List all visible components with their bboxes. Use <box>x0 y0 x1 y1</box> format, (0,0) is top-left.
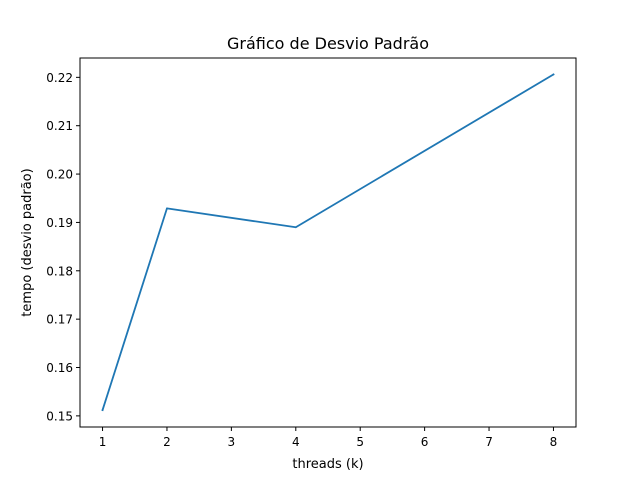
data-point <box>294 226 297 229</box>
data-point <box>552 73 555 76</box>
data-point <box>166 207 168 210</box>
y-tick-label: 0.22 <box>46 71 73 85</box>
y-tick-label: 0.21 <box>46 119 73 133</box>
y-tick-label: 0.15 <box>46 409 73 423</box>
chart-title: Gráfico de Desvio Padrão <box>227 34 429 53</box>
x-tick-label: 2 <box>163 435 171 449</box>
y-axis-ticks: 0.15 0.16 0.17 0.18 0.19 0.20 0.21 0.22 <box>46 71 80 423</box>
y-tick-label: 0.17 <box>46 313 73 327</box>
y-tick-label: 0.18 <box>46 264 73 278</box>
y-tick-label: 0.19 <box>46 216 73 230</box>
y-axis-label: tempo (desvio padrão) <box>20 168 35 316</box>
y-tick-label: 0.20 <box>46 168 73 182</box>
plot-frame <box>79 57 577 428</box>
x-tick-label: 8 <box>550 435 558 449</box>
x-axis-label: threads (k) <box>292 457 363 472</box>
x-tick-label: 3 <box>228 435 236 449</box>
x-tick-label: 7 <box>485 435 493 449</box>
data-point <box>101 409 104 411</box>
x-tick-label: 5 <box>356 435 364 449</box>
x-tick-label: 1 <box>99 435 107 449</box>
x-tick-label: 4 <box>292 435 300 449</box>
series-line <box>101 73 555 412</box>
x-tick-label: 6 <box>421 435 429 449</box>
y-tick-label: 0.16 <box>46 361 73 375</box>
series-group <box>101 73 555 412</box>
x-axis-ticks: 1 2 3 4 5 6 7 8 <box>99 427 558 449</box>
